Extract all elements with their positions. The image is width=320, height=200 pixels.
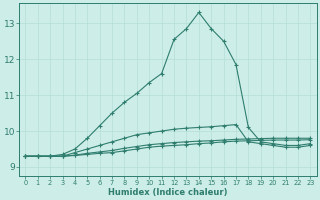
X-axis label: Humidex (Indice chaleur): Humidex (Indice chaleur) (108, 188, 228, 197)
